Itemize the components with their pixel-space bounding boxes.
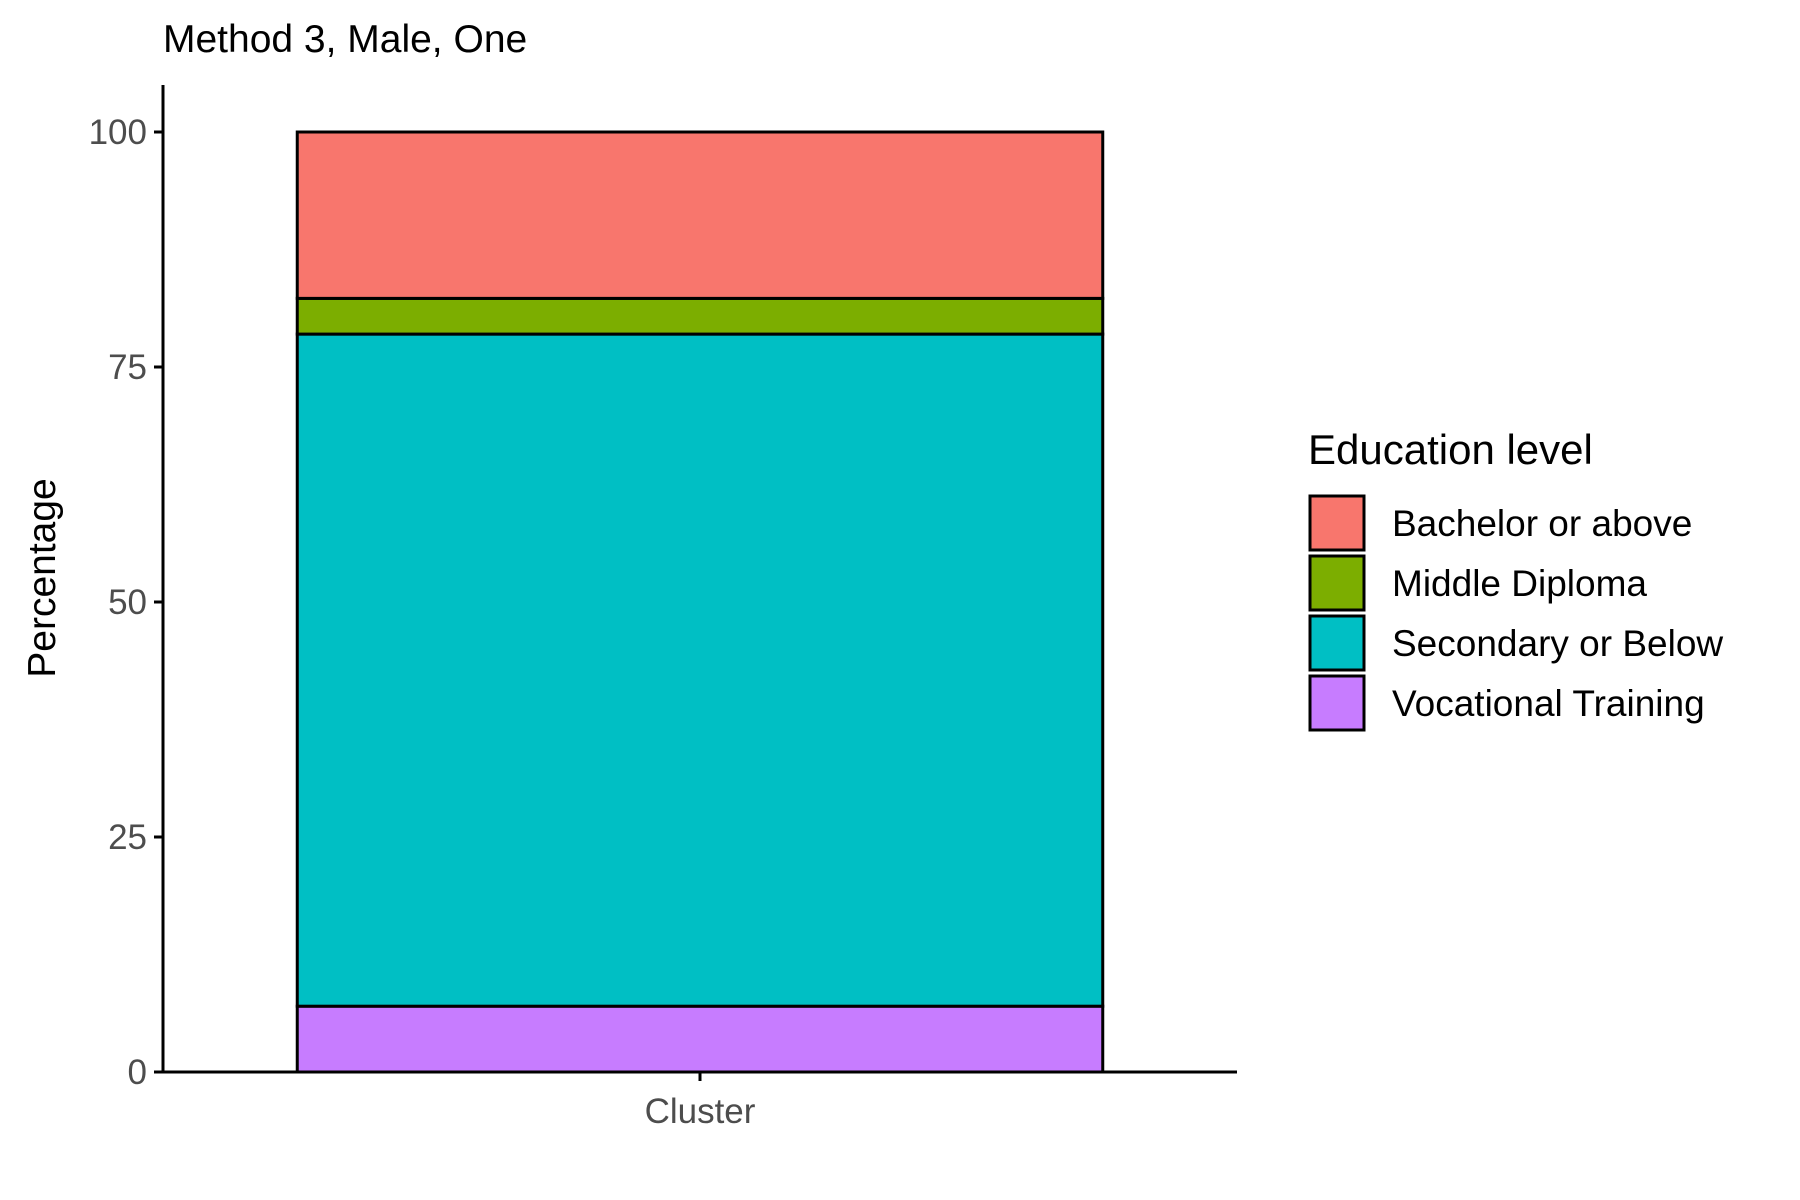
bar-segment-vocational-training bbox=[295, 1004, 1105, 1074]
bar-segment-middle-diploma bbox=[295, 296, 1105, 336]
x-axis-ticks: Cluster bbox=[645, 1072, 756, 1131]
bar-segment-bachelor-or-above bbox=[295, 130, 1105, 300]
legend-title: Education level bbox=[1308, 426, 1593, 473]
y-axis-title: Percentage bbox=[21, 478, 64, 677]
bar-stack bbox=[295, 130, 1105, 1074]
legend-key-vocational-training bbox=[1308, 674, 1366, 732]
legend-key-secondary-or-below bbox=[1308, 614, 1366, 672]
legend-label-vocational-training: Vocational Training bbox=[1392, 683, 1705, 724]
legend-label-secondary-or-below: Secondary or Below bbox=[1392, 623, 1723, 664]
legend-label-middle-diploma: Middle Diploma bbox=[1392, 563, 1647, 604]
legend-key-middle-diploma bbox=[1308, 554, 1366, 612]
legend: Education level Bachelor or above Middle … bbox=[1308, 426, 1723, 732]
y-tick-label: 0 bbox=[128, 1053, 147, 1092]
y-axis-ticks: 0 25 50 75 100 bbox=[89, 113, 163, 1092]
y-tick-label: 100 bbox=[89, 113, 147, 152]
bar-segment-secondary-or-below bbox=[295, 332, 1105, 1008]
legend-key-bachelor-or-above bbox=[1308, 494, 1366, 552]
chart-title: Method 3, Male, One bbox=[163, 18, 527, 61]
x-tick-label: Cluster bbox=[645, 1092, 756, 1131]
y-tick-label: 50 bbox=[108, 583, 147, 622]
y-tick-label: 75 bbox=[108, 348, 147, 387]
y-tick-label: 25 bbox=[108, 818, 147, 857]
legend-label-bachelor-or-above: Bachelor or above bbox=[1392, 503, 1692, 544]
